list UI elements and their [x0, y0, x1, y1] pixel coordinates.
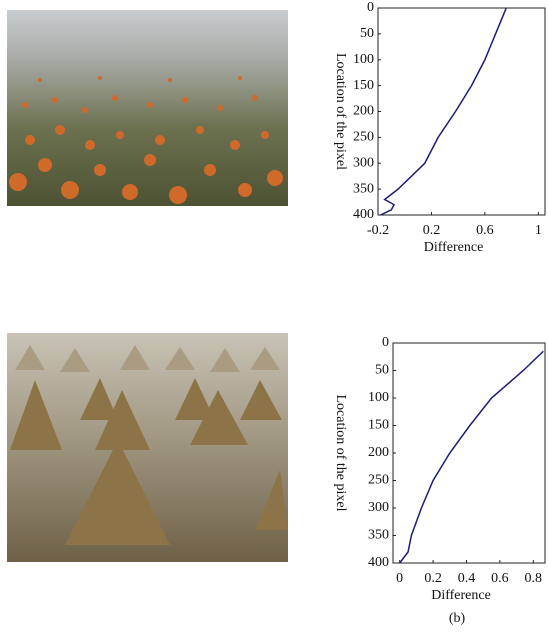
x-tick-label: 0	[396, 571, 403, 586]
y-tick-label: 200	[368, 445, 389, 460]
data-line	[400, 351, 544, 563]
x-tick-label: 0.2	[424, 571, 442, 586]
y-tick-label: 400	[353, 207, 374, 222]
y-tick-label: 100	[368, 390, 389, 405]
y-tick-label: 50	[375, 363, 389, 378]
x-axis-label: Difference	[431, 588, 491, 603]
y-tick-label: 350	[368, 528, 389, 543]
x-tick-label: 1	[535, 223, 542, 238]
x-tick-label: 0.6	[491, 571, 509, 586]
y-tick-label: 0	[367, 0, 374, 15]
y-tick-label: 0	[382, 335, 389, 350]
y-tick-label: 250	[353, 130, 374, 145]
y-tick-label: 150	[353, 78, 374, 93]
y-tick-label: 200	[353, 104, 374, 119]
x-tick-label: 0.6	[476, 223, 494, 238]
x-tick-label: 0.8	[525, 571, 543, 586]
y-tick-label: 350	[353, 181, 374, 196]
x-axis-label: Difference	[424, 240, 484, 255]
y-tick-label: 150	[368, 418, 389, 433]
y-tick-label: 300	[368, 500, 389, 515]
photo-pumpkins	[7, 10, 288, 206]
y-axis-label: Location of the pixel	[333, 394, 348, 511]
y-tick-label: 100	[353, 52, 374, 67]
figure: 050100150200250300350400-0.20.20.61Diffe…	[0, 0, 548, 634]
caption: (b)	[449, 611, 466, 626]
data-line	[381, 8, 507, 215]
x-tick-label: -0.2	[367, 223, 389, 238]
plot-frame	[393, 343, 545, 563]
y-axis-label: Location of the pixel	[333, 53, 348, 170]
y-tick-label: 300	[353, 155, 374, 170]
y-tick-label: 400	[368, 555, 389, 570]
y-tick-label: 250	[368, 473, 389, 488]
x-tick-label: 0.2	[423, 223, 441, 238]
photo-haystacks	[7, 333, 288, 562]
y-tick-label: 50	[360, 26, 374, 41]
x-tick-label: 0.4	[458, 571, 476, 586]
